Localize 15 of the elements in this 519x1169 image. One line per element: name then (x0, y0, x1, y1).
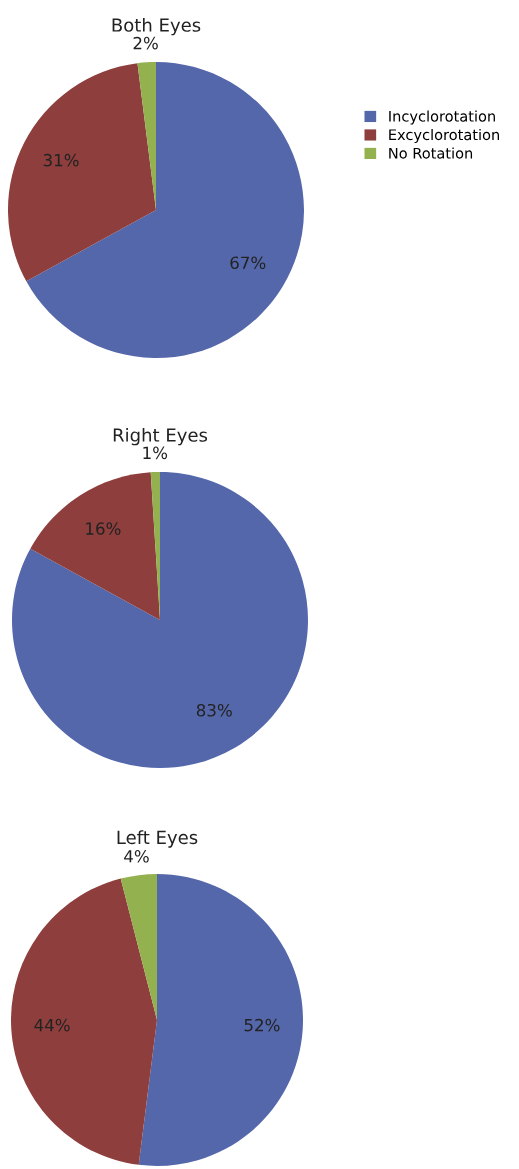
legend-label: Excyclorotation (389, 128, 499, 144)
data-label: 2% (133, 36, 158, 50)
data-label: 31% (43, 153, 79, 167)
chart-title: Left Eyes (117, 830, 198, 848)
data-label: 1% (143, 446, 168, 460)
legend-label: No Rotation (389, 147, 473, 159)
chart-title: Right Eyes (113, 427, 208, 446)
legend-label: Incyclorotation (389, 110, 495, 125)
data-label: 83% (196, 703, 232, 717)
data-label: 52% (244, 1018, 280, 1032)
data-label: 4% (124, 850, 149, 863)
chart-title: Both Eyes (112, 17, 201, 36)
data-label: 67% (230, 256, 266, 270)
data-label: 16% (86, 522, 121, 535)
data-label: 44% (34, 1018, 70, 1032)
